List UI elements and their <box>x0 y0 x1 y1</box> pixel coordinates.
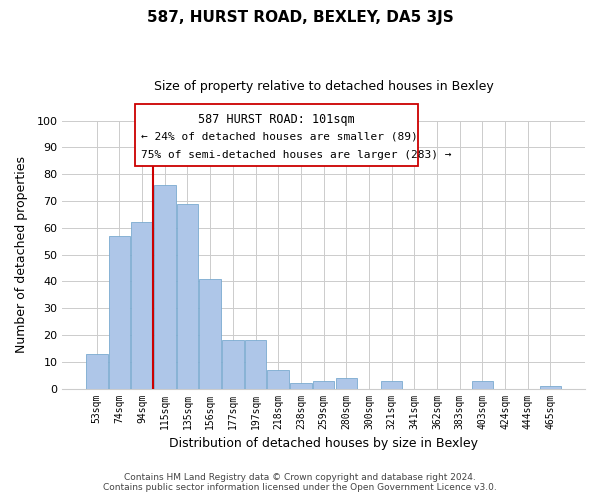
Text: 587, HURST ROAD, BEXLEY, DA5 3JS: 587, HURST ROAD, BEXLEY, DA5 3JS <box>146 10 454 25</box>
Title: Size of property relative to detached houses in Bexley: Size of property relative to detached ho… <box>154 80 493 93</box>
Text: ← 24% of detached houses are smaller (89): ← 24% of detached houses are smaller (89… <box>140 132 418 141</box>
Text: 587 HURST ROAD: 101sqm: 587 HURST ROAD: 101sqm <box>198 112 355 126</box>
Text: Contains HM Land Registry data © Crown copyright and database right 2024.
Contai: Contains HM Land Registry data © Crown c… <box>103 473 497 492</box>
Bar <box>290 383 311 388</box>
FancyBboxPatch shape <box>136 104 418 166</box>
Text: 75% of semi-detached houses are larger (283) →: 75% of semi-detached houses are larger (… <box>140 150 451 160</box>
Bar <box>335 378 357 388</box>
Bar <box>109 236 130 388</box>
Bar <box>539 386 561 388</box>
Bar <box>313 380 334 388</box>
X-axis label: Distribution of detached houses by size in Bexley: Distribution of detached houses by size … <box>169 437 478 450</box>
Bar <box>222 340 244 388</box>
Bar <box>472 380 493 388</box>
Bar <box>381 380 403 388</box>
Y-axis label: Number of detached properties: Number of detached properties <box>15 156 28 353</box>
Bar <box>177 204 198 388</box>
Bar <box>86 354 107 388</box>
Bar <box>199 278 221 388</box>
Bar <box>268 370 289 388</box>
Bar <box>154 185 176 388</box>
Bar <box>245 340 266 388</box>
Bar <box>131 222 153 388</box>
